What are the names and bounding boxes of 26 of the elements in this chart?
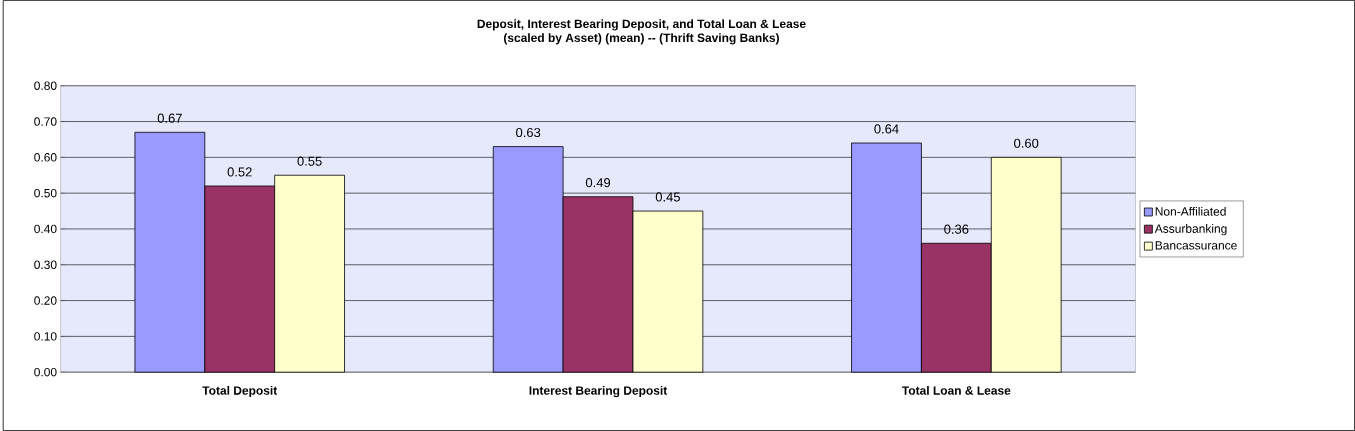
y-tick-label: 0.50 bbox=[34, 188, 57, 198]
y-tick-label: 0.00 bbox=[34, 367, 57, 377]
data-label: 0.64 bbox=[874, 124, 899, 134]
legend-label: Bancassurance bbox=[1155, 241, 1237, 250]
data-label: 0.63 bbox=[516, 127, 541, 138]
y-tick-label: 0.40 bbox=[34, 224, 57, 234]
x-tick-label: Total Deposit bbox=[202, 385, 278, 398]
y-tick-label: 0.20 bbox=[34, 296, 57, 305]
data-label: 0.36 bbox=[944, 224, 969, 234]
data-label: 0.52 bbox=[227, 167, 252, 177]
y-tick-label: 0.30 bbox=[34, 260, 57, 270]
data-label: 0.49 bbox=[585, 178, 611, 188]
data-label: 0.67 bbox=[157, 113, 182, 123]
chart-subtitle: (scaled by Asset) (mean) -- (Thrift Saving Banks) bbox=[503, 33, 779, 45]
chart-title: Deposit, Interest Bearing Deposit, and Total Loan & Lease bbox=[477, 19, 806, 31]
y-tick-label: 0.70 bbox=[34, 117, 57, 126]
data-label: 0.55 bbox=[297, 156, 322, 166]
y-tick-label: 0.60 bbox=[34, 153, 57, 162]
y-tick-label: 0.80 bbox=[34, 81, 57, 90]
legend-label: Assurbanking bbox=[1154, 224, 1227, 236]
y-tick-label: 0.10 bbox=[34, 332, 57, 341]
x-tick-label: Interest Bearing Deposit bbox=[529, 385, 668, 398]
x-tick-label: Total Loan & Lease bbox=[902, 385, 1011, 395]
data-label: 0.60 bbox=[1014, 138, 1039, 148]
data-label: 0.45 bbox=[655, 192, 680, 202]
legend-label: Non-Affiliated bbox=[1155, 206, 1226, 216]
